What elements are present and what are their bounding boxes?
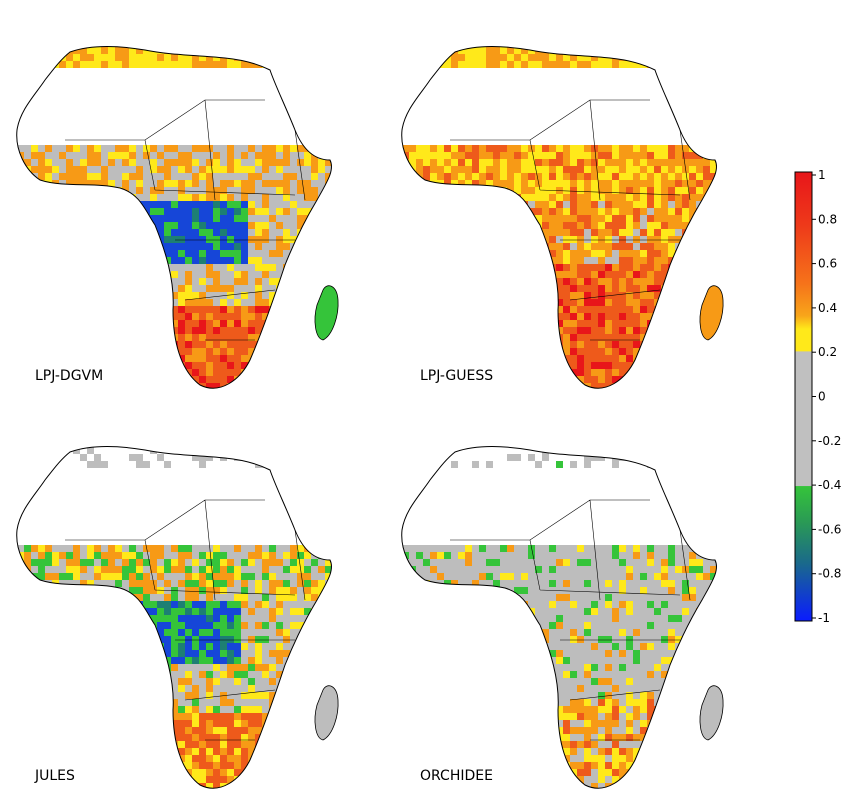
grid-cells — [401, 446, 717, 789]
colorbar-tick-label: -0.4 — [818, 478, 841, 492]
colorbar-tick-label: -0.6 — [818, 522, 841, 536]
colorbar-tick-label: 0.4 — [818, 301, 837, 315]
panel-label: ORCHIDEE — [420, 768, 493, 784]
colorbar — [794, 171, 813, 622]
colorbar-tick-label: 1 — [818, 168, 826, 182]
panel-label: LPJ-GUESS — [420, 368, 493, 384]
country-borders — [450, 499, 691, 741]
panel-label: JULES — [34, 768, 75, 784]
grid-cells — [16, 446, 332, 789]
map-panel: JULES — [16, 445, 339, 789]
madagascar-outline — [314, 685, 339, 741]
colorbar-tick-label: 0 — [818, 390, 826, 404]
country-borders — [450, 99, 691, 341]
country-borders — [65, 99, 306, 341]
colorbar-tick-label: 0.6 — [818, 257, 837, 271]
map-panel: LPJ-GUESS — [401, 45, 724, 389]
colorbar-tick-label: -0.2 — [818, 434, 841, 448]
grid-cells — [401, 46, 717, 389]
madagascar-outline — [699, 285, 724, 341]
map-panel: LPJ-DGVM — [16, 45, 339, 389]
panel-label: LPJ-DGVM — [35, 368, 103, 384]
country-borders — [65, 499, 306, 741]
map-panel: ORCHIDEE — [401, 445, 724, 789]
colorbar-tick-label: -1 — [818, 611, 830, 625]
colorbar-tick-label: 0.8 — [818, 212, 837, 226]
colorbar-tick-label: -0.8 — [818, 567, 841, 581]
colorbar-tick-label: 0.2 — [818, 345, 837, 359]
madagascar-outline — [699, 685, 724, 741]
madagascar-outline — [314, 285, 339, 341]
grid-cells — [16, 46, 332, 389]
